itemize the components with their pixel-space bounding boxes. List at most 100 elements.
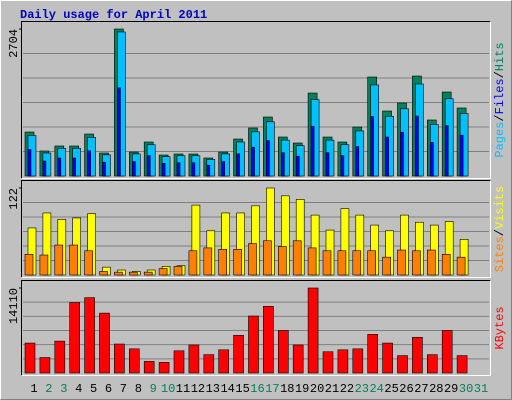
panel-bevel-dark <box>21 180 491 278</box>
bar <box>203 354 215 374</box>
bar <box>57 157 62 177</box>
x-tick-label: 8 <box>135 382 142 396</box>
bar <box>426 249 436 276</box>
x-tick-label: 13 <box>206 382 220 396</box>
y-tick-label: 2704 <box>7 29 21 58</box>
bar <box>54 340 66 374</box>
panel-bevel-light <box>21 180 491 278</box>
bar <box>99 271 108 276</box>
bar <box>322 351 334 374</box>
bar <box>385 136 389 177</box>
bar <box>188 344 200 374</box>
bar <box>24 342 36 374</box>
bar <box>412 336 423 374</box>
bar <box>397 249 406 276</box>
bar <box>84 297 95 374</box>
x-tick-label: 22 <box>340 382 354 396</box>
x-tick-label: 9 <box>150 382 157 396</box>
bar <box>87 150 91 177</box>
bar <box>158 362 170 374</box>
bar <box>39 254 49 276</box>
bar <box>444 125 449 177</box>
bar <box>132 161 136 177</box>
bar <box>307 247 317 276</box>
bar <box>277 246 287 276</box>
bar <box>84 250 93 276</box>
bar <box>191 162 196 177</box>
bar <box>310 125 315 177</box>
bar <box>459 134 464 177</box>
x-tick-label: 20 <box>310 382 324 396</box>
legend: KBytes <box>493 306 507 349</box>
x-tick-label: 23 <box>355 382 369 396</box>
x-tick-label: 26 <box>399 382 413 396</box>
bar <box>400 131 404 177</box>
bar <box>233 335 244 374</box>
x-tick-label: 10 <box>161 382 175 396</box>
legend-entry: KBytes <box>493 306 507 349</box>
bar <box>102 161 106 177</box>
bar <box>24 254 34 276</box>
bar <box>72 157 76 177</box>
bar <box>426 354 438 374</box>
bar <box>277 330 289 374</box>
bar <box>382 342 393 374</box>
legend: Sites/Visits <box>493 186 507 272</box>
chart-title: Daily usage for April 2011 <box>20 8 207 22</box>
legend-separator: / <box>493 229 507 236</box>
x-tick-label: 5 <box>90 382 97 396</box>
bar <box>143 361 155 374</box>
bar <box>206 164 211 177</box>
legend-entry: Hits <box>493 42 507 71</box>
legend-entry: Files <box>493 78 507 114</box>
bar <box>292 240 302 276</box>
bar <box>292 344 304 374</box>
bar <box>42 160 47 177</box>
x-tick-label: 18 <box>280 382 294 396</box>
bar <box>325 152 330 177</box>
bar <box>69 302 80 374</box>
bar <box>295 155 300 177</box>
legend-entry: Pages <box>493 122 507 158</box>
x-tick-label: 21 <box>325 382 339 396</box>
bar <box>233 249 242 276</box>
bar <box>146 155 151 177</box>
x-tick-label: 15 <box>235 382 249 396</box>
panel-bevel-light <box>21 280 491 376</box>
x-tick-label: 28 <box>429 382 443 396</box>
bar <box>415 115 419 177</box>
bar <box>263 306 274 374</box>
panel-bevel-dark <box>21 21 491 179</box>
bar <box>143 271 153 276</box>
bar <box>129 348 140 374</box>
bar <box>99 312 110 374</box>
panel-bevel-dark <box>21 280 491 376</box>
bar <box>382 256 391 276</box>
x-tick-label: 24 <box>369 382 383 396</box>
bar <box>158 268 168 276</box>
bar <box>370 116 375 177</box>
bar <box>248 243 257 276</box>
bar <box>266 140 270 177</box>
bar <box>352 250 362 276</box>
x-tick-label: 14 <box>220 382 234 396</box>
bar <box>114 343 125 374</box>
x-tick-label: 17 <box>265 382 279 396</box>
x-tick-label: 7 <box>120 382 127 396</box>
bar <box>129 271 138 276</box>
bar <box>161 163 166 177</box>
bar <box>337 349 349 374</box>
bar <box>456 256 466 276</box>
x-tick-label: 4 <box>75 382 82 396</box>
bar <box>114 271 123 276</box>
x-tick-label: 27 <box>414 382 428 396</box>
x-tick-label: 16 <box>250 382 264 396</box>
x-tick-label: 6 <box>105 382 112 396</box>
bar <box>176 162 181 177</box>
bar <box>173 266 183 276</box>
bar <box>340 155 345 177</box>
bar <box>337 250 347 276</box>
bar <box>412 250 421 276</box>
